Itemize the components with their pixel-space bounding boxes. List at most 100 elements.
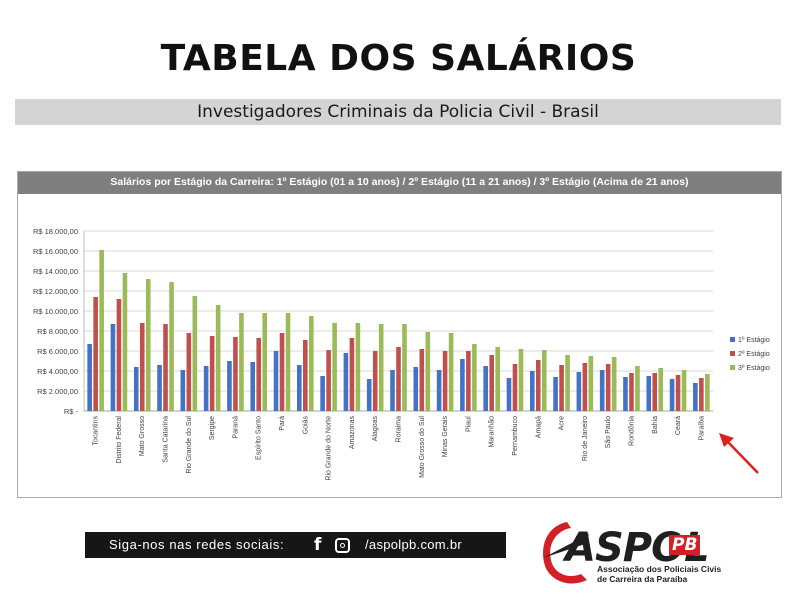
bar-3-cear- bbox=[681, 370, 687, 411]
bar-1-tocantins bbox=[87, 344, 92, 411]
y-tick-label: R$ 2.000,00 bbox=[37, 387, 78, 396]
facebook-icon[interactable]: f bbox=[314, 535, 322, 555]
bar-1-distrito-federal bbox=[110, 324, 116, 411]
y-tick-label: R$ 18.000,00 bbox=[33, 227, 78, 236]
x-tick-label: Tocantins bbox=[93, 416, 100, 446]
bar-3-goi-s bbox=[309, 316, 314, 411]
bar-3-sergipe bbox=[215, 305, 221, 411]
bar-1-alagoas bbox=[366, 379, 372, 411]
bar-3-acre bbox=[565, 355, 570, 411]
bar-3-maranh-o bbox=[495, 347, 500, 411]
bar-3-para-ba bbox=[705, 374, 710, 411]
y-tick-label: R$ 10.000,00 bbox=[33, 307, 78, 316]
bar-3-mato-grosso-do-sul bbox=[425, 332, 431, 411]
bar-2-sergipe bbox=[209, 336, 215, 411]
bar-3-bahia bbox=[658, 368, 664, 411]
bar-2-mato-grosso bbox=[139, 323, 145, 411]
bar-3-roraima bbox=[402, 324, 407, 411]
x-tick-label: Mato Grosso bbox=[139, 416, 146, 456]
bar-3-rond-nia bbox=[635, 366, 640, 411]
bar-1-sergipe bbox=[203, 366, 209, 411]
logo-subtitle-line1: Associação dos Policiais Civis bbox=[597, 564, 722, 574]
x-tick-label: Amazonas bbox=[349, 416, 356, 450]
bar-3-s-o-paulo bbox=[611, 357, 617, 411]
bar-1-cear- bbox=[669, 379, 675, 411]
instagram-icon[interactable] bbox=[335, 538, 350, 553]
bar-3-santa-catarina bbox=[169, 282, 174, 411]
bar-1-s-o-paulo bbox=[599, 370, 605, 411]
bar-1-rio-grande-do-norte bbox=[320, 376, 325, 411]
x-tick-label: Santa Catarina bbox=[163, 416, 170, 463]
bar-3-pernambuco bbox=[518, 349, 524, 411]
bar-2-minas-gerais bbox=[442, 351, 448, 411]
y-tick-label: R$ 6.000,00 bbox=[37, 347, 78, 356]
x-tick-label: Sergipe bbox=[209, 416, 216, 440]
x-tick-label: Alagoas bbox=[372, 416, 379, 442]
chart-title: Salários por Estágio da Carreira: 1º Est… bbox=[110, 176, 689, 188]
bar-2-piau- bbox=[466, 351, 471, 411]
bar-2-rio-de-janeiro bbox=[582, 363, 588, 411]
bar-1-bahia bbox=[646, 376, 652, 411]
bar-1-roraima bbox=[390, 370, 395, 411]
chart-panel: Salários por Estágio da Carreira: 1º Est… bbox=[17, 171, 782, 498]
x-tick-label: Ceará bbox=[675, 416, 682, 435]
bar-1-par- bbox=[273, 351, 279, 411]
bar-3-amap- bbox=[541, 350, 547, 411]
follow-label: Siga-nos nas redes sociais: bbox=[109, 537, 285, 552]
y-tick-label: R$ 8.000,00 bbox=[37, 327, 78, 336]
bar-3-esp-rito-santo bbox=[262, 313, 268, 411]
bar-1-pernambuco bbox=[506, 378, 512, 411]
bar-3-minas-gerais bbox=[448, 333, 454, 411]
bar-2-para-ba bbox=[699, 378, 704, 411]
bar-3-alagoas bbox=[378, 324, 384, 411]
bar-1-goi-s bbox=[297, 365, 302, 411]
bar-2-paran- bbox=[233, 337, 238, 411]
y-tick-label: R$ 12.000,00 bbox=[33, 287, 78, 296]
bar-2-goi-s bbox=[303, 340, 308, 411]
bar-2-roraima bbox=[396, 347, 401, 411]
x-tick-label: Mato Grosso do Sul bbox=[419, 416, 426, 478]
bar-2-amazonas bbox=[349, 338, 355, 411]
x-tick-label: São Paulo bbox=[605, 416, 612, 448]
legend-swatch bbox=[730, 337, 735, 342]
x-tick-label: Bahia bbox=[652, 416, 659, 434]
bar-2-cear- bbox=[675, 375, 681, 411]
bar-2-acre bbox=[559, 365, 564, 411]
bar-3-mato-grosso bbox=[145, 279, 151, 411]
bar-3-par- bbox=[285, 313, 291, 411]
bar-2-mato-grosso-do-sul bbox=[419, 349, 425, 411]
aspol-logo: ASPOL PB Associação dos Policiais Civis … bbox=[537, 514, 721, 592]
chart-title-bar: Salários por Estágio da Carreira: 1º Est… bbox=[18, 172, 781, 194]
salary-bar-chart: R$ - R$ 2.000,00 R$ 4.000,00 R$ 6.000,00 R$ … bbox=[33, 227, 770, 481]
bar-1-amap- bbox=[529, 371, 535, 411]
bar-1-rond-nia bbox=[623, 377, 628, 411]
x-tick-label: Espírito Santo bbox=[256, 416, 263, 460]
x-tick-label: Goiás bbox=[302, 416, 309, 435]
x-tick-label: Rio Grande do Norte bbox=[326, 416, 333, 481]
bar-1-esp-rito-santo bbox=[250, 362, 256, 411]
legend-label: 2º Estágio bbox=[738, 351, 770, 358]
x-tick-label: Maranhão bbox=[489, 416, 496, 448]
bar-3-piau- bbox=[472, 344, 477, 411]
x-tick-label: Pará bbox=[279, 416, 286, 431]
legend-label: 1º Estágio bbox=[738, 337, 770, 344]
bar-2-distrito-federal bbox=[116, 299, 122, 411]
x-tick-label: Rio de Janeiro bbox=[582, 416, 589, 461]
bar-2-rio-grande-do-norte bbox=[326, 350, 331, 411]
bar-1-acre bbox=[553, 377, 558, 411]
bar-3-rio-grande-do-norte bbox=[332, 323, 337, 411]
bar-2-amap- bbox=[535, 360, 541, 411]
x-tick-label: Roraima bbox=[396, 416, 403, 443]
y-tick-label: R$ 4.000,00 bbox=[37, 367, 78, 376]
bar-1-paran- bbox=[227, 361, 232, 411]
page-title: TABELA DOS SALÁRIOS bbox=[160, 38, 637, 79]
logo-emblem bbox=[543, 522, 589, 584]
bar-3-paran- bbox=[239, 313, 244, 411]
bar-2-esp-rito-santo bbox=[256, 338, 262, 411]
bar-2-s-o-paulo bbox=[605, 364, 611, 411]
bar-1-mato-grosso bbox=[133, 367, 139, 411]
bar-1-rio-grande-do-sul bbox=[180, 370, 186, 411]
annotation-arrow-shaft bbox=[725, 439, 759, 474]
social-handle[interactable]: /aspolpb.com.br bbox=[365, 537, 462, 552]
bar-1-mato-grosso-do-sul bbox=[413, 367, 419, 411]
